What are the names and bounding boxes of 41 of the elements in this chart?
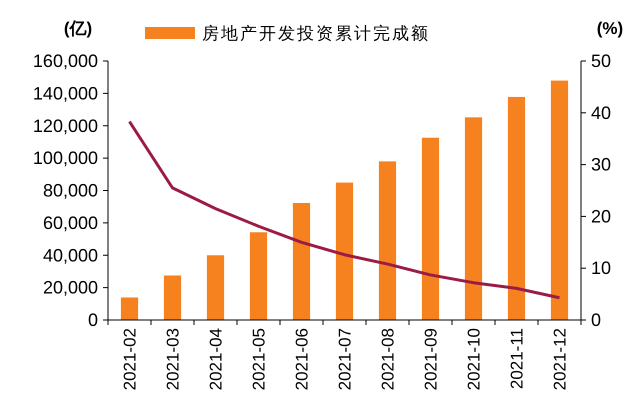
y2-tick-label: 30 [591, 154, 612, 175]
x-tick-label: 2021-05 [250, 328, 268, 390]
y-tick-label: 100,000 [32, 148, 98, 168]
bar [292, 202, 310, 320]
y2-tick-label: 10 [591, 258, 612, 278]
y2-tick-label: 20 [591, 206, 612, 226]
y2-tick-label: 50 [591, 51, 612, 71]
bar [250, 232, 268, 320]
y-tick-label: 140,000 [32, 83, 98, 104]
y-tick-label: 20,000 [42, 278, 98, 298]
x-tick-label: 2021-02 [120, 328, 140, 390]
bar [508, 96, 526, 320]
bar [336, 182, 354, 320]
x-tick-label: 2021-09 [422, 328, 440, 390]
y-tick-label: 40,000 [42, 245, 98, 266]
y-tick-label: 80,000 [42, 180, 98, 200]
x-tick-label: 2021-12 [550, 328, 570, 390]
y-tick-label: 160,000 [32, 51, 98, 71]
bar [378, 161, 396, 320]
y2-axis-title: (%) [596, 19, 624, 38]
x-tick-label: 2021-10 [464, 328, 484, 390]
y2-tick-label: 40 [591, 102, 612, 123]
x-tick-label: 2021-08 [378, 328, 398, 390]
bar [206, 255, 224, 320]
x-tick-label: 2021-03 [164, 328, 182, 390]
bar [422, 138, 440, 320]
y-tick-label: 60,000 [42, 212, 98, 233]
x-tick-label: 2021-07 [336, 328, 354, 390]
y-tick-label: 0 [88, 310, 98, 330]
bar [550, 80, 568, 320]
bar [464, 117, 482, 320]
x-tick-label: 2021-06 [292, 328, 312, 390]
x-tick-label: 2021-04 [206, 328, 226, 390]
x-tick-label: 2021-11 [508, 328, 526, 390]
y-tick-label: 120,000 [32, 116, 98, 136]
line-series [128, 120, 561, 300]
y2-tick-label: 0 [591, 310, 602, 330]
bar [164, 275, 182, 320]
y-axis-title: (亿) [64, 19, 92, 38]
bar [120, 298, 138, 320]
legend-label: 房地产开发投资累计完成额 [202, 24, 430, 43]
